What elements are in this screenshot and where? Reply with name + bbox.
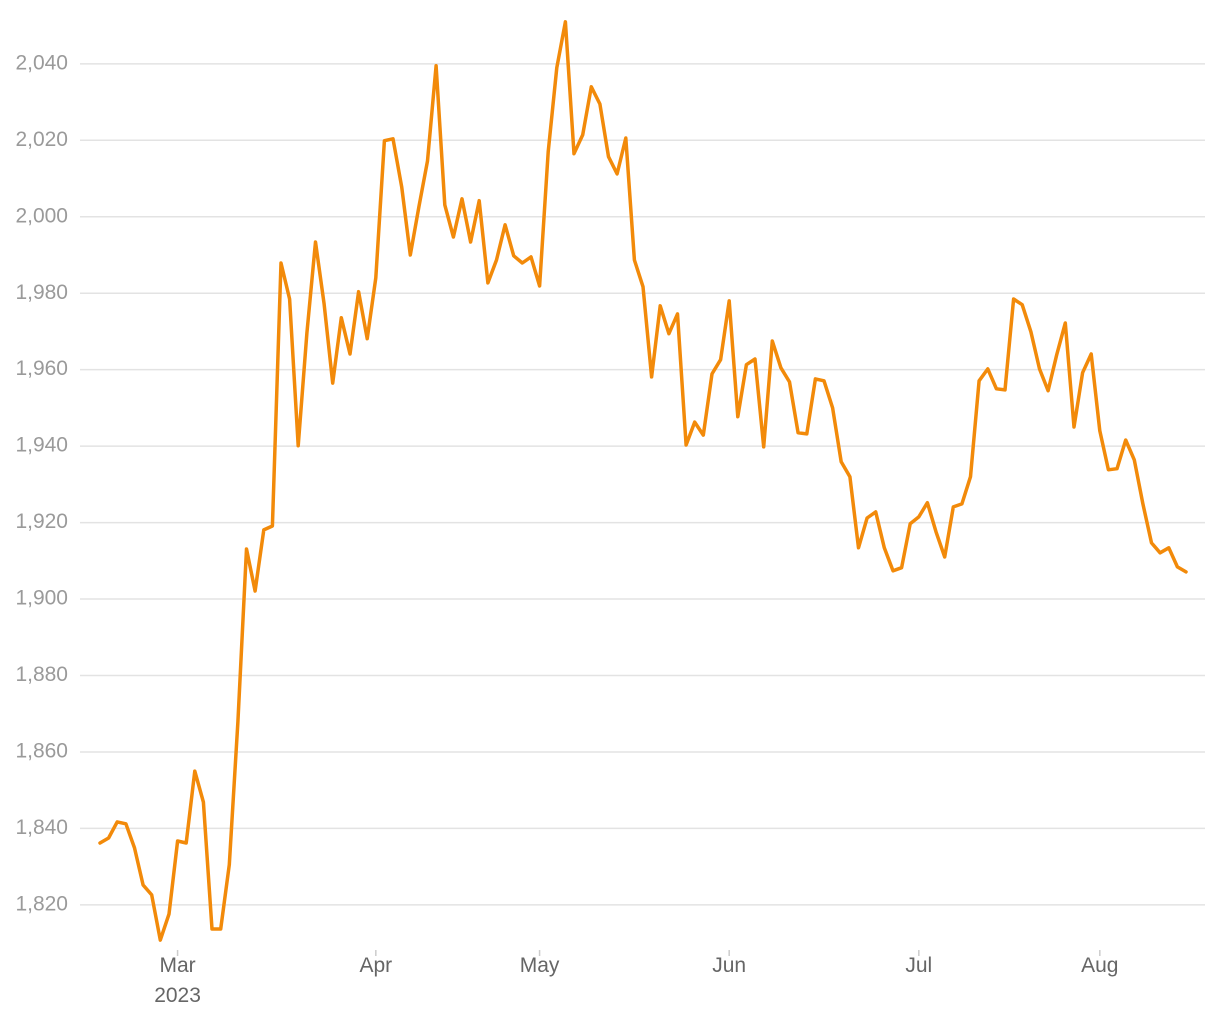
- y-tick-label: 1,820: [15, 892, 68, 915]
- y-tick-label: 1,900: [15, 587, 68, 610]
- x-tick-label-line: Jun: [712, 954, 746, 977]
- y-tick-label: 2,000: [15, 204, 68, 227]
- y-tick-label: 2,020: [15, 128, 68, 151]
- x-tick-label: May: [520, 954, 560, 977]
- x-tick-label: Aug: [1081, 954, 1118, 977]
- y-tick-label: 1,860: [15, 740, 68, 763]
- y-tick-label: 1,960: [15, 357, 68, 380]
- y-tick-label: 1,940: [15, 434, 68, 457]
- x-tick-label-line: 2023: [154, 984, 201, 1007]
- price-line: [98, 20, 1188, 942]
- x-tick-label-line: May: [520, 954, 560, 977]
- x-tick-label-line: Jul: [905, 954, 932, 977]
- x-tick-label: Apr: [359, 954, 392, 977]
- y-tick-label: 1,980: [15, 281, 68, 304]
- x-tick-label-line: Aug: [1081, 954, 1118, 977]
- x-tick-label: Jul: [905, 954, 932, 977]
- x-tick-label-line: Mar: [159, 954, 195, 977]
- y-tick-label: 1,840: [15, 816, 68, 839]
- y-tick-label: 1,880: [15, 663, 68, 686]
- x-tick-label: Jun: [712, 954, 746, 977]
- x-tick-label: Mar 2023: [154, 954, 201, 1007]
- y-tick-label: 2,040: [15, 51, 68, 74]
- y-tick-label: 1,920: [15, 510, 68, 533]
- x-tick-label-line: Apr: [359, 954, 392, 977]
